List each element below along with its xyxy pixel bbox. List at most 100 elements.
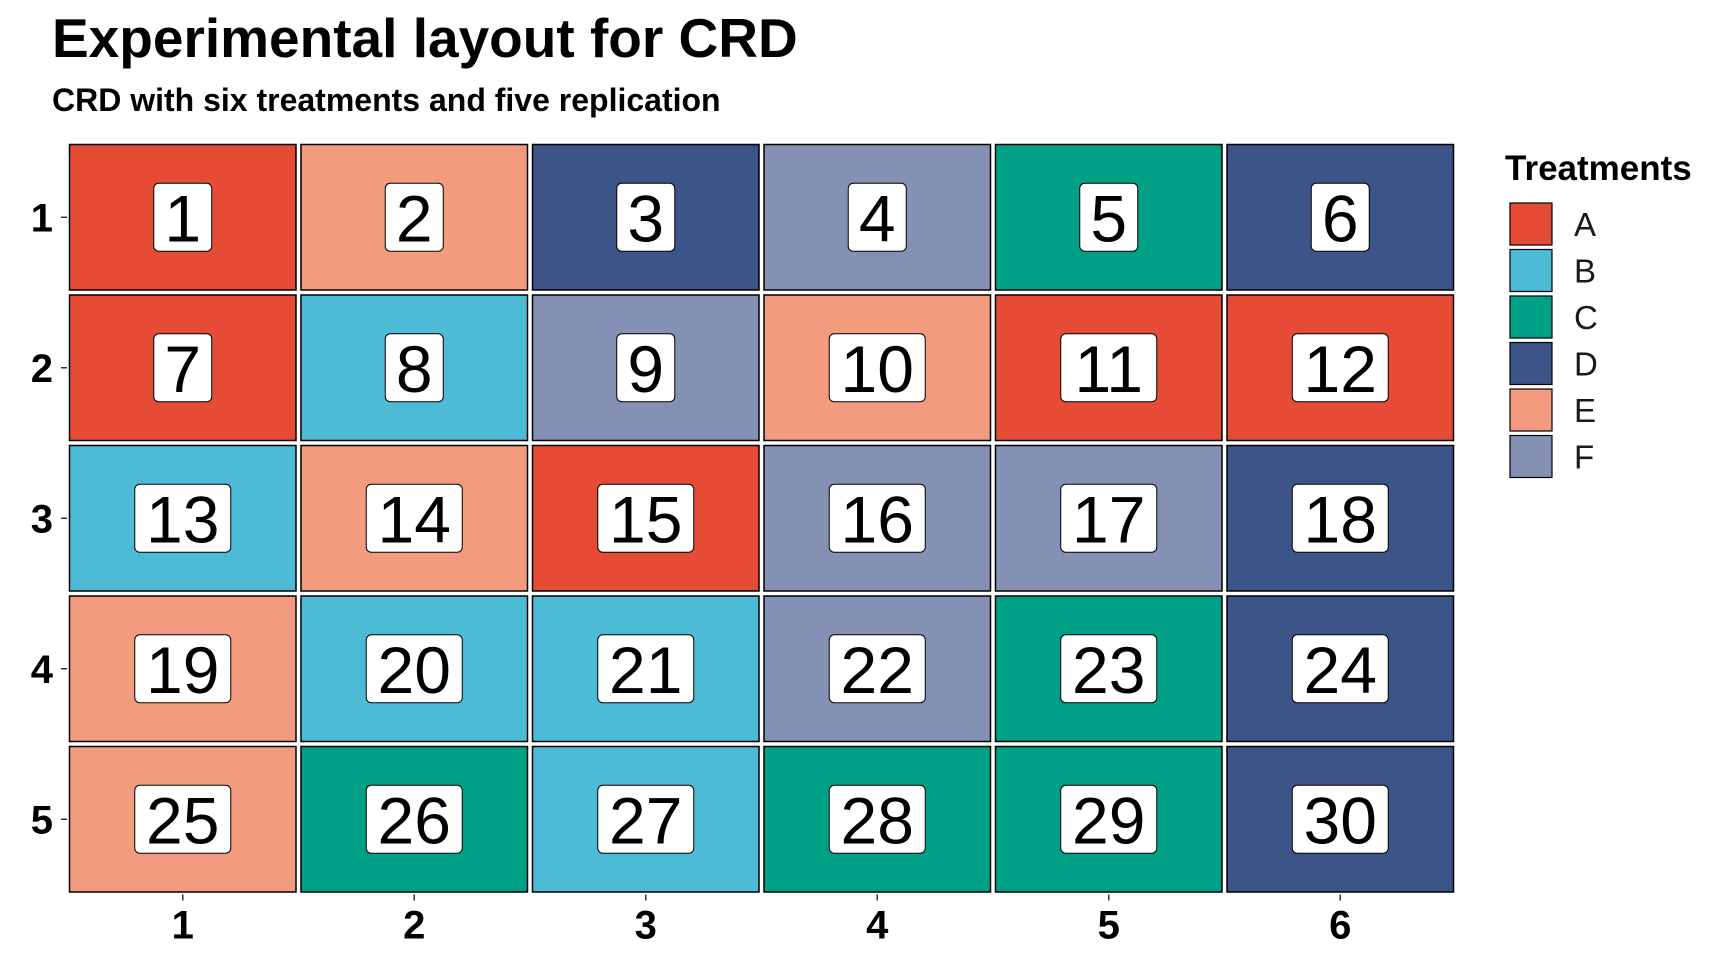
legend-entry: E	[1509, 388, 1596, 432]
legend-entry: C	[1509, 295, 1598, 339]
legend-label: A	[1574, 206, 1596, 243]
plot-cell: 7	[68, 294, 297, 442]
plot-tile	[763, 294, 992, 442]
plot-number-label: 11	[1074, 332, 1143, 406]
plot-cell: 14	[300, 444, 529, 592]
legend-entry: D	[1509, 341, 1598, 386]
plot-number-label: 2	[396, 181, 433, 255]
x-tick-label: 4	[866, 904, 889, 948]
legend-key	[1509, 341, 1553, 386]
plot-label-box	[153, 182, 213, 252]
plot-number-label: 25	[146, 783, 219, 857]
plot-number-label: 7	[164, 332, 201, 406]
y-tick-label: 5	[31, 798, 53, 842]
plot-label-box	[1310, 182, 1370, 252]
plot-number-label: 9	[627, 332, 664, 406]
plot-number-label: 6	[1322, 181, 1359, 255]
plot-number-label: 14	[378, 482, 451, 556]
plot-label-box	[384, 333, 444, 403]
x-tick-label: 3	[635, 904, 657, 948]
legend-label: D	[1574, 346, 1598, 383]
plot-label-box	[365, 634, 463, 704]
plot-number-label: 28	[841, 783, 914, 857]
plot-number-label: 15	[609, 482, 682, 556]
plot-cell: 18	[1226, 444, 1455, 592]
plot-number-label: 30	[1304, 783, 1377, 857]
plot-number-label: 12	[1304, 332, 1377, 406]
plot-label-box	[1291, 333, 1389, 403]
plot-number-label: 1	[164, 181, 201, 255]
plot-label-box	[828, 784, 926, 854]
legend-key	[1509, 248, 1553, 293]
plot-cell: 17	[994, 444, 1223, 592]
legend-label: E	[1574, 392, 1596, 429]
plot-cell: 16	[763, 444, 992, 592]
plot-label-box	[597, 784, 695, 854]
plot-number-label: 19	[146, 633, 219, 707]
x-tick-label: 5	[1098, 904, 1120, 948]
plot-label-box	[616, 333, 676, 403]
plot-label-box	[828, 333, 926, 403]
plot-cell: 24	[1226, 595, 1455, 743]
plot-label-box	[134, 483, 232, 553]
plot-cell: 5	[994, 143, 1223, 291]
plot-cell: 13	[68, 444, 297, 592]
y-tick-label: 2	[31, 347, 53, 391]
plot-label-box	[828, 634, 926, 704]
legend-key	[1509, 295, 1553, 339]
plot-cell: 8	[300, 294, 529, 442]
plot-label-box	[384, 182, 444, 252]
plot-number-label: 23	[1072, 633, 1145, 707]
y-tick-label: 1	[31, 196, 53, 240]
plot-label-box	[616, 182, 676, 252]
plot-cell: 30	[1226, 745, 1455, 893]
plot-number-label: 17	[1072, 482, 1145, 556]
plot-label-box	[597, 483, 695, 553]
legend-key	[1509, 202, 1553, 246]
plot-cell: 1	[68, 143, 297, 291]
plot-number-label: 29	[1072, 783, 1145, 857]
plot-label-box	[1060, 333, 1158, 403]
plot-cell: 20	[300, 595, 529, 743]
plot-cell: 6	[1226, 143, 1455, 291]
x-tick-label: 1	[172, 904, 194, 948]
plot-number-label: 18	[1304, 482, 1377, 556]
plot-number-label: 10	[841, 332, 914, 406]
plot-label-box	[597, 634, 695, 704]
plot-cell: 28	[763, 745, 992, 893]
legend-label: F	[1574, 439, 1594, 476]
x-tick-label: 2	[403, 904, 425, 948]
plot-cell: 25	[68, 745, 297, 893]
plot-number-label: 8	[396, 332, 433, 406]
plot-cell: 19	[68, 595, 297, 743]
plot-number-label: 22	[841, 633, 914, 707]
plot-cell: 22	[763, 595, 992, 743]
plot-number-label: 4	[859, 181, 896, 255]
plot-cell: 21	[531, 595, 760, 743]
plot-label-box	[1060, 483, 1158, 553]
plot-cell: 9	[531, 294, 760, 442]
x-tick-label: 6	[1329, 904, 1351, 948]
plot-cell: 23	[994, 595, 1223, 743]
plot-label-box	[153, 333, 213, 403]
legend-title: Treatments	[1505, 149, 1692, 188]
plot-cell: 26	[300, 745, 529, 893]
plot-cell: 10	[763, 294, 992, 442]
plot-label-box	[1060, 784, 1158, 854]
plot-number-label: 20	[378, 633, 451, 707]
plot-tile	[763, 595, 992, 743]
legend-entry: A	[1509, 202, 1596, 246]
plot-label-box	[1291, 634, 1389, 704]
legend-entry: B	[1509, 248, 1596, 293]
plot-label-box	[1291, 784, 1389, 854]
plot-label-box	[365, 483, 463, 553]
plot-cell: 29	[994, 745, 1223, 893]
chart-subtitle: CRD with six treatments and five replica…	[52, 82, 721, 118]
plot-number-label: 26	[378, 783, 451, 857]
chart-title: Experimental layout for CRD	[52, 7, 798, 69]
plot-number-label: 24	[1304, 633, 1377, 707]
plot-cell: 12	[1226, 294, 1455, 442]
